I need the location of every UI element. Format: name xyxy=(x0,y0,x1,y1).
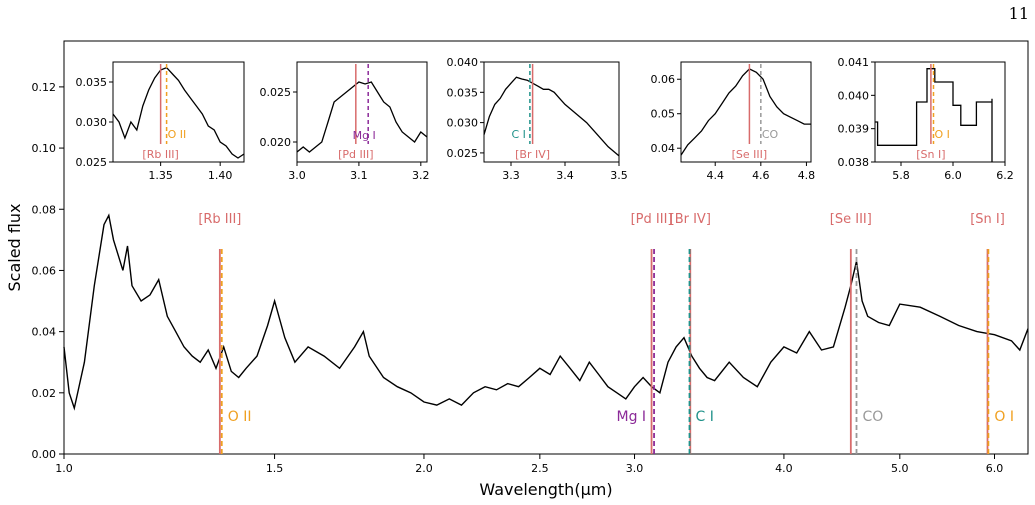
inset-y-tick-label: 0.039 xyxy=(838,123,870,136)
inset-x-tick-label: 3.5 xyxy=(610,169,628,182)
inset-frame xyxy=(680,61,812,163)
inset-spectrum-line xyxy=(296,81,428,153)
x-axis-label: Wavelength(μm) xyxy=(479,480,612,499)
sn-i-label: [Sn I] xyxy=(970,212,1005,227)
inset-marker-label: C I xyxy=(511,128,525,141)
inset-marker-label: O I xyxy=(935,128,950,141)
inset-x-tick-label: 4.4 xyxy=(706,169,724,182)
spectrum-line xyxy=(63,213,1029,411)
inset-y-tick-label: 0.035 xyxy=(447,86,479,99)
x-tick-label: 3.0 xyxy=(626,462,644,475)
inset-x-tick-label: 3.4 xyxy=(556,169,574,182)
y-tick-label: 0.08 xyxy=(32,203,57,216)
inset-y-tick-label: 0.040 xyxy=(838,89,870,102)
inset-y-tick-label: 0.05 xyxy=(651,108,676,121)
inset-x-tick-label: 3.2 xyxy=(412,169,430,182)
inset-y-tick-label: 0.025 xyxy=(447,147,479,160)
inset-pd-iii: 3.0 3.1 3.2 0.020 0.025 [Pd III] Mg I xyxy=(260,61,430,182)
inset-marker-label: [Se III] xyxy=(732,148,768,161)
inset-x-tick-label: 4.8 xyxy=(798,169,816,182)
inset-y-tick-label: 0.030 xyxy=(76,116,108,129)
inset-rb-iii: 1.35 1.40 0.025 0.030 0.035 [Rb III] O II xyxy=(76,61,245,182)
inset-x-tick-label: 6.0 xyxy=(944,169,962,182)
y-tick-label: 0.10 xyxy=(32,142,57,155)
page-number: 11 xyxy=(1008,4,1029,23)
x-tick-label: 1.0 xyxy=(55,462,73,475)
inset-marker-label: CO xyxy=(762,128,779,141)
y-axis-label: Scaled flux xyxy=(5,204,24,292)
inset-x-tick-label: 4.6 xyxy=(752,169,770,182)
inset-marker-label: [Sn I] xyxy=(916,148,945,161)
inset-spectrum-line xyxy=(112,66,245,159)
mg-i-label: Mg I xyxy=(617,409,647,425)
y-tick-label: 0.06 xyxy=(32,264,57,277)
inset-spectrum-line xyxy=(483,76,620,157)
y-tick-label: 0.04 xyxy=(32,326,57,339)
inset-x-tick-label: 3.1 xyxy=(350,169,368,182)
y-tick-label: 0.00 xyxy=(32,448,57,461)
plot-frame xyxy=(63,40,1029,455)
inset-frame xyxy=(483,61,620,163)
inset-y-tick-label: 0.040 xyxy=(447,56,479,69)
inset-br-iv: 3.3 3.4 3.5 0.025 0.030 0.035 0.040 [Br IV] C I xyxy=(447,56,628,182)
pd-iii-label: [Pd III] xyxy=(631,212,673,227)
inset-x-tick-label: 5.8 xyxy=(892,169,910,182)
inset-y-tick-label: 0.04 xyxy=(651,142,676,155)
inset-x-tick-label: 1.35 xyxy=(148,169,173,182)
rb-iii-label: [Rb III] xyxy=(198,212,241,227)
inset-marker-label: Mg I xyxy=(353,129,376,142)
y-tick-label: 0.02 xyxy=(32,387,57,400)
inset-y-tick-label: 0.030 xyxy=(447,117,479,130)
x-tick-label: 2.0 xyxy=(415,462,433,475)
inset-x-tick-label: 3.3 xyxy=(502,169,520,182)
x-tick-label: 5.0 xyxy=(891,462,909,475)
inset-y-tick-label: 0.025 xyxy=(76,156,108,169)
x-tick-label: 6.0 xyxy=(986,462,1004,475)
x-tick-label: 4.0 xyxy=(775,462,793,475)
inset-marker-label: [Br IV] xyxy=(515,148,550,161)
inset-spectrum-line xyxy=(680,68,811,156)
inset-x-tick-label: 6.2 xyxy=(996,169,1014,182)
y-tick-label: 0.12 xyxy=(32,81,57,94)
o-ii-label: O II xyxy=(228,409,252,425)
inset-spectrum-line xyxy=(875,68,993,162)
inset-frame xyxy=(112,61,245,163)
o-i-label: O I xyxy=(994,409,1014,425)
inset-y-tick-label: 0.025 xyxy=(260,86,292,99)
c-i-label: C I xyxy=(695,409,713,425)
inset-marker-label: [Rb III] xyxy=(142,148,178,161)
inset-x-tick-label: 3.0 xyxy=(288,169,306,182)
x-tick-label: 2.5 xyxy=(531,462,549,475)
inset-sn-i: 5.8 6.0 6.2 0.038 0.039 0.040 0.041 [Sn I] O I xyxy=(838,56,1014,182)
inset-se-iii: 4.4 4.6 4.8 0.04 0.05 0.06 [Se III] CO xyxy=(651,61,816,182)
inset-y-tick-label: 0.035 xyxy=(76,76,108,89)
inset-marker-label: O II xyxy=(168,128,187,141)
inset-frame xyxy=(874,61,1006,163)
se-iii-label: [Se III] xyxy=(830,212,872,227)
inset-y-tick-label: 0.041 xyxy=(838,56,870,69)
inset-y-tick-label: 0.038 xyxy=(838,156,870,169)
inset-marker-label: [Pd III] xyxy=(338,148,373,161)
x-tick-label: 1.5 xyxy=(266,462,284,475)
inset-y-tick-label: 0.06 xyxy=(651,73,676,86)
inset-y-tick-label: 0.020 xyxy=(260,136,292,149)
br-iv-label: [Br IV] xyxy=(670,212,711,227)
inset-x-tick-label: 1.40 xyxy=(208,169,233,182)
co-label: CO xyxy=(863,409,884,425)
